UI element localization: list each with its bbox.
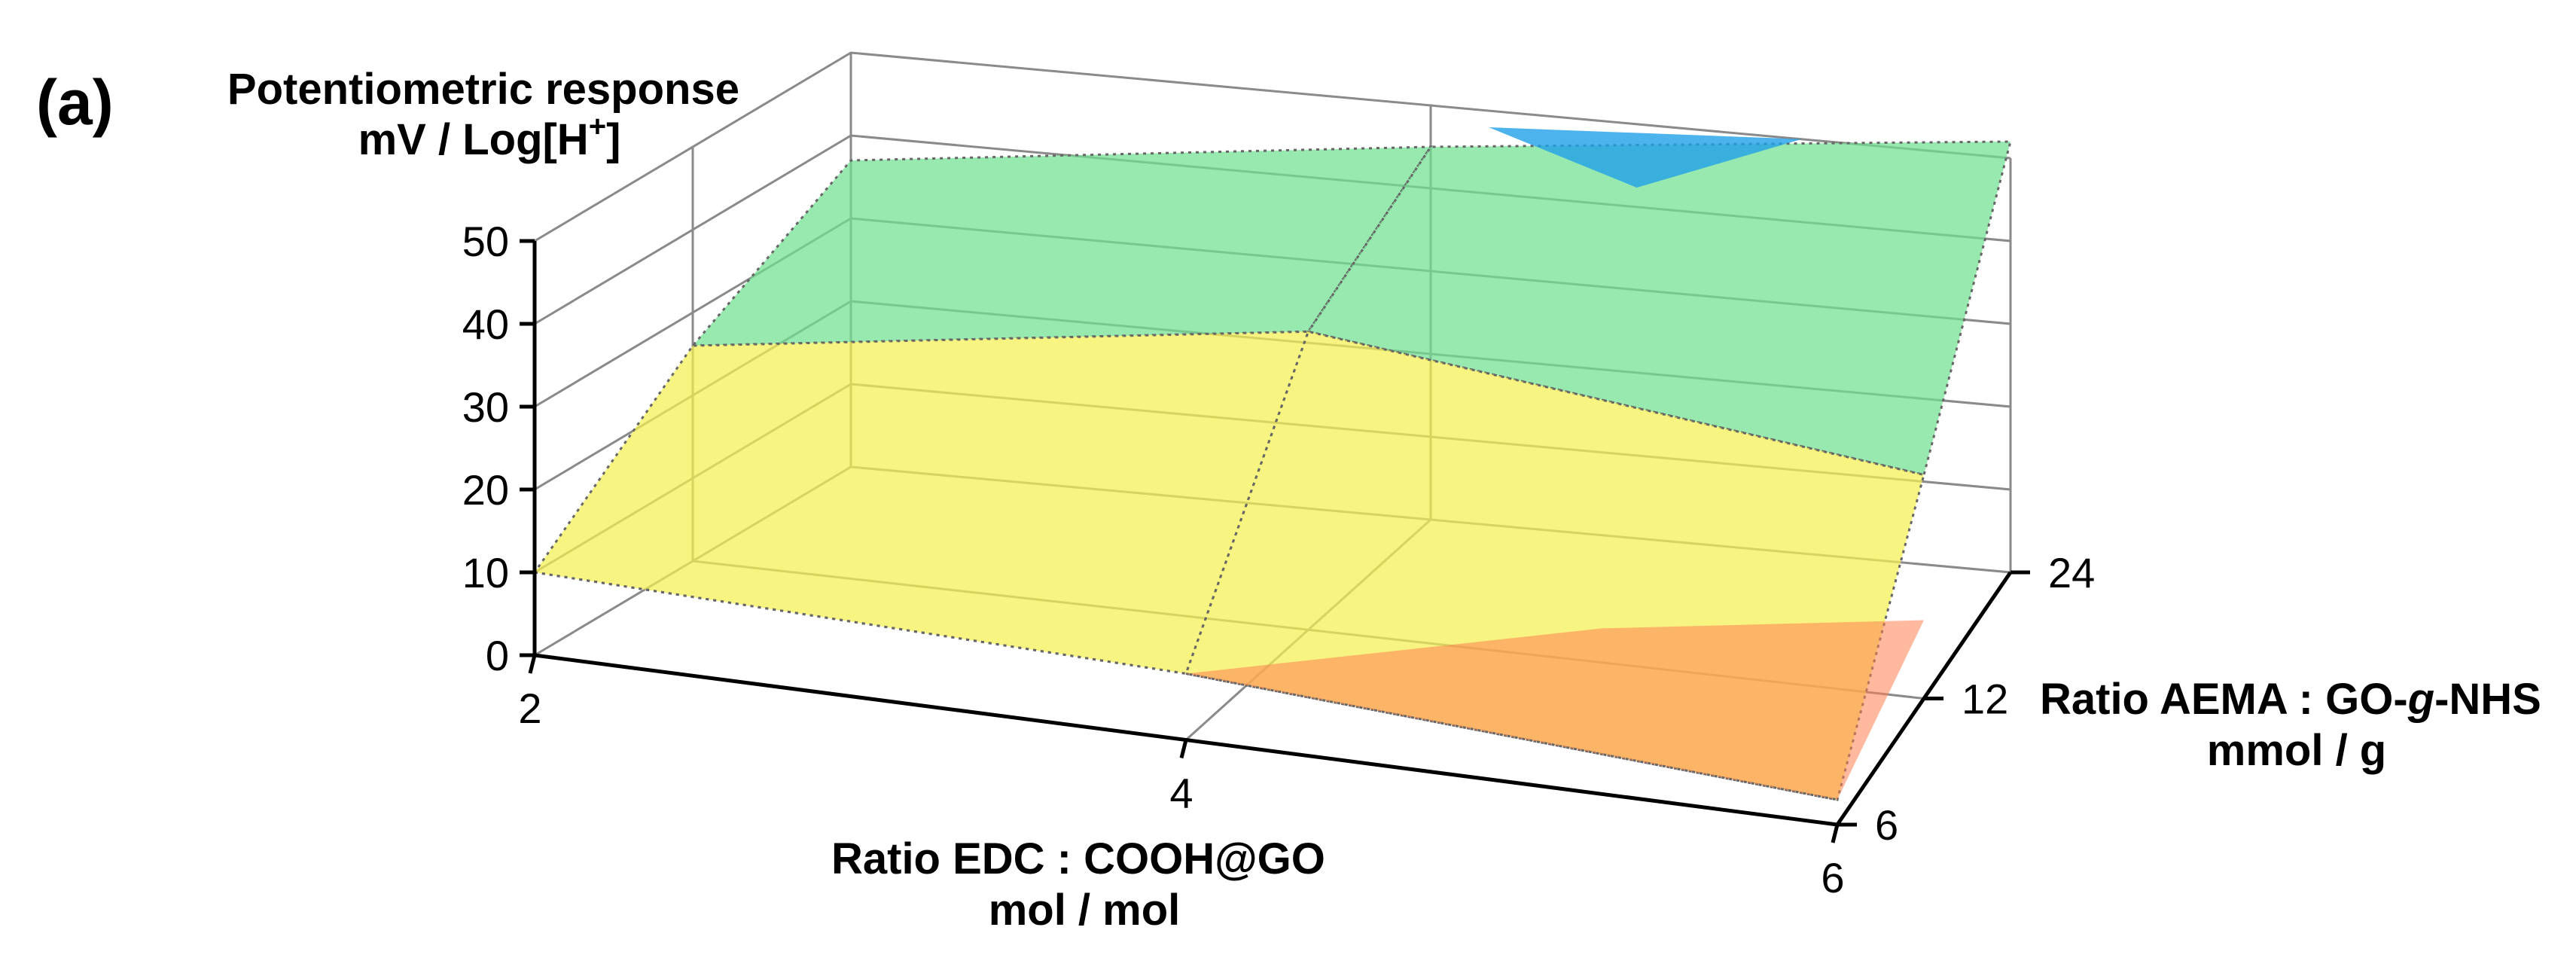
z-tick-label: 30 [462,383,509,431]
x-tick-label: 6 [1821,854,1844,901]
y-tick-label: 12 [1962,676,2008,723]
x-tick-label: 4 [1169,770,1193,817]
surface-cell [1306,140,2012,477]
y-tick-label: 24 [2048,549,2095,596]
x-tick [1831,824,1840,843]
surface-high-region [1489,127,1802,188]
y-axis-title: Ratio AEMA : GO-g-NHS mmol / g [2040,675,2553,775]
z-tick-label: 40 [462,300,509,348]
surface-cell [532,330,1310,676]
axes [520,239,2030,843]
z-tick-label: 0 [486,632,509,679]
panel-label: (a) [36,67,114,138]
chart-title: Potentiometric response mV / Log[H+] [227,65,751,164]
x-tick [528,654,537,674]
z-tick-label: 50 [462,218,509,265]
surface-front-edge [534,571,1838,801]
y-tick-label: 6 [1875,801,1898,849]
x-tick [1179,739,1188,759]
x-tick-label: 2 [518,685,541,732]
x-axis-title: Ratio EDC : COOH@GO mol / mol [831,834,1337,935]
z-tick-label: 20 [462,466,509,514]
surface-low-region [1186,620,1924,800]
surface-mesh [532,127,2012,801]
z-tick-label: 10 [462,549,509,596]
